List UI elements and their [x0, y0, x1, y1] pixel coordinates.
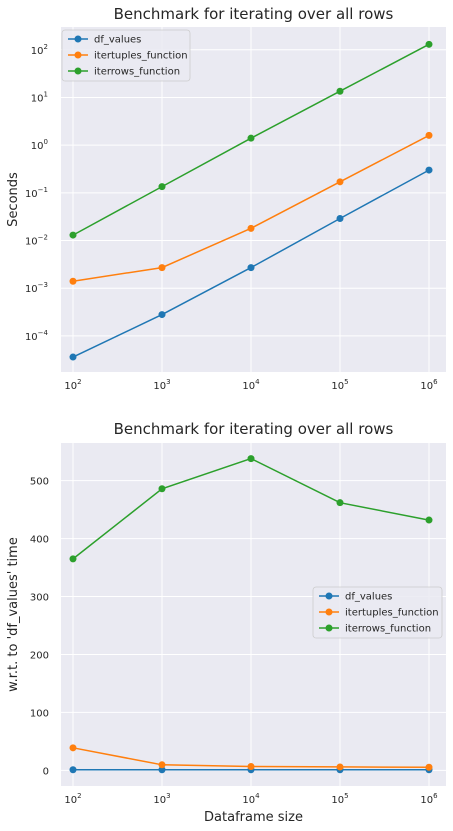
data-point-df_values [158, 311, 166, 319]
legend-label: iterrows_function [94, 67, 180, 78]
data-point-iterrows_function [247, 455, 255, 463]
legend-swatch-marker [325, 608, 333, 616]
legend: df_values itertuples_function iterrows_fun… [312, 586, 443, 639]
legend: df_values itertuples_function iterrows_fun… [61, 29, 191, 82]
data-point-iterrows_function [425, 516, 433, 524]
tick-exponent: 6 [433, 378, 438, 386]
tick-exponent: 1 [44, 90, 48, 98]
x-axis-label: Dataframe size [204, 810, 303, 825]
tick-exponent: −2 [38, 234, 48, 242]
y-axis-label: Seconds [6, 172, 21, 227]
y-tick-label: 10−3 [25, 281, 48, 295]
legend-swatch-marker [74, 51, 82, 59]
legend-swatch-marker [74, 35, 82, 43]
x-tick-label: 106 [420, 792, 438, 806]
data-point-itertuples_function [336, 763, 344, 771]
data-point-itertuples_function [247, 762, 255, 770]
x-tick-label: 102 [64, 378, 81, 392]
y-tick-label: 10−2 [25, 234, 48, 248]
tick-exponent: 3 [166, 792, 170, 800]
legend-box [61, 29, 191, 82]
data-point-iterrows_function [69, 231, 77, 239]
tick-exponent: 5 [344, 792, 348, 800]
y-tick-label: 300 [30, 593, 49, 604]
tick-exponent: 6 [433, 792, 438, 800]
x-tick-label: 104 [242, 378, 260, 392]
data-point-df_values [69, 353, 77, 361]
data-point-iterrows_function [69, 555, 77, 563]
data-point-itertuples_function [425, 763, 433, 771]
legend-label: df_values [94, 35, 141, 46]
legend-label: itertuples_function [345, 608, 439, 619]
tick-exponent: 2 [77, 378, 81, 386]
data-point-df_values [336, 214, 344, 222]
tick-exponent: 3 [166, 378, 170, 386]
data-point-df_values [247, 264, 255, 272]
data-point-df_values [69, 766, 77, 774]
y-tick-label: 101 [31, 90, 48, 104]
data-point-itertuples_function [336, 178, 344, 186]
data-point-itertuples_function [69, 744, 77, 752]
y-tick-label: 10−4 [25, 329, 49, 343]
y-tick-label: 10−1 [25, 186, 48, 200]
legend-label: iterrows_function [345, 624, 431, 635]
tick-exponent: −3 [38, 281, 48, 289]
chart-title: Benchmark for iterating over all rows [114, 420, 394, 438]
tick-exponent: 4 [255, 792, 260, 800]
data-point-iterrows_function [158, 183, 166, 191]
data-point-itertuples_function [158, 264, 166, 272]
y-tick-label: 100 [31, 138, 48, 152]
tick-exponent: −4 [38, 329, 49, 337]
x-tick-label: 105 [331, 378, 348, 392]
tick-exponent: −1 [38, 186, 48, 194]
tick-exponent: 2 [77, 792, 81, 800]
x-tick-label: 106 [420, 378, 438, 392]
y-tick-label: 102 [31, 43, 48, 57]
chart-2: 102 103 104 105 106 0 100 200 300 400 500 Benchmark… [6, 420, 446, 825]
tick-exponent: 4 [255, 378, 260, 386]
y-tick-label: 0 [43, 766, 49, 777]
data-point-itertuples_function [69, 277, 77, 285]
y-axis-label: w.r.t. to 'df_values' time [6, 537, 21, 692]
x-tick-label: 105 [331, 792, 348, 806]
chart-1: 102 103 104 105 10610−410−310−210−1100101102… [6, 5, 446, 392]
x-tick-label: 103 [153, 378, 170, 392]
tick-exponent: 5 [344, 378, 348, 386]
y-tick-label: 500 [30, 477, 49, 488]
y-tick-label: 100 [30, 708, 49, 719]
data-point-itertuples_function [158, 761, 166, 769]
data-point-itertuples_function [247, 224, 255, 232]
x-tick-label: 103 [153, 792, 170, 806]
legend-label: itertuples_function [94, 51, 188, 62]
data-point-itertuples_function [425, 131, 433, 139]
legend-box [312, 586, 443, 639]
data-point-iterrows_function [336, 499, 344, 507]
x-tick-label: 104 [242, 792, 260, 806]
legend-label: df_values [345, 592, 392, 603]
chart-title: Benchmark for iterating over all rows [114, 5, 394, 23]
tick-exponent: 2 [44, 43, 48, 51]
y-tick-label: 200 [30, 650, 49, 661]
data-point-iterrows_function [336, 87, 344, 95]
data-point-iterrows_function [425, 40, 433, 48]
data-point-iterrows_function [158, 485, 166, 493]
tick-exponent: 0 [44, 138, 48, 146]
plot-area [61, 27, 446, 372]
data-point-df_values [158, 766, 166, 774]
data-point-iterrows_function [247, 134, 255, 142]
y-tick-label: 400 [30, 535, 49, 546]
data-point-df_values [425, 166, 433, 174]
legend-swatch-marker [74, 67, 82, 75]
legend-swatch-marker [325, 624, 333, 632]
legend-swatch-marker [325, 592, 333, 600]
x-tick-label: 102 [64, 792, 81, 806]
